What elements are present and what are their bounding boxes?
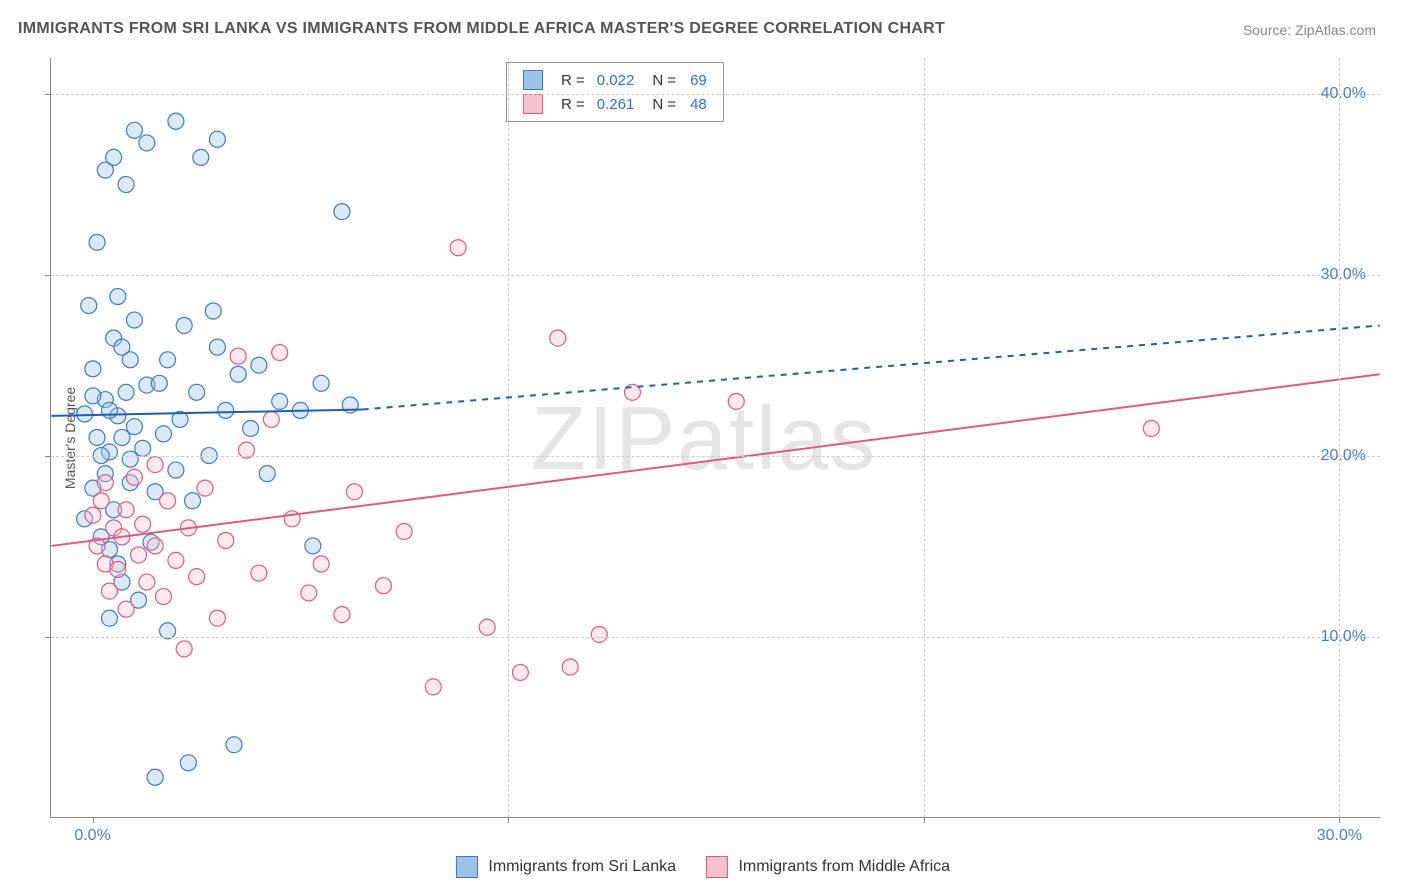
xtick-label: 0.0% <box>74 827 110 845</box>
legend-r-1: 0.022 <box>593 69 641 91</box>
legend-swatch-bottom-1 <box>456 856 478 878</box>
legend-label-2: Immigrants from Middle Africa <box>738 858 950 875</box>
source-label: Source: ZipAtlas.com <box>1243 22 1376 38</box>
legend-swatch-2 <box>523 94 543 114</box>
ytick-label: 20.0% <box>1321 447 1366 465</box>
plot-area: Master's Degree ZIPatlas R = 0.022 N = 6… <box>50 58 1380 818</box>
legend-label-1: Immigrants from Sri Lanka <box>488 858 676 875</box>
legend-n-2: 48 <box>684 93 713 115</box>
ytick-label: 10.0% <box>1321 628 1366 646</box>
legend-row-series-1: R = 0.022 N = 69 <box>517 69 713 91</box>
chart-svg <box>51 58 1380 817</box>
legend-swatch-bottom-2 <box>706 856 728 878</box>
legend-row-series-2: R = 0.261 N = 48 <box>517 93 713 115</box>
legend-swatch-1 <box>523 70 543 90</box>
ytick-label: 40.0% <box>1321 85 1366 103</box>
legend-series: Immigrants from Sri Lanka Immigrants fro… <box>456 856 950 878</box>
legend-item-2: Immigrants from Middle Africa <box>706 856 950 878</box>
xtick-label: 30.0% <box>1317 827 1362 845</box>
chart-title: IMMIGRANTS FROM SRI LANKA VS IMMIGRANTS … <box>18 20 945 38</box>
legend-item-1: Immigrants from Sri Lanka <box>456 856 676 878</box>
legend-n-1: 69 <box>684 69 713 91</box>
ytick-label: 30.0% <box>1321 266 1366 284</box>
legend-correlation: R = 0.022 N = 69 R = 0.261 N = 48 <box>506 62 724 122</box>
legend-r-2: 0.261 <box>593 93 641 115</box>
